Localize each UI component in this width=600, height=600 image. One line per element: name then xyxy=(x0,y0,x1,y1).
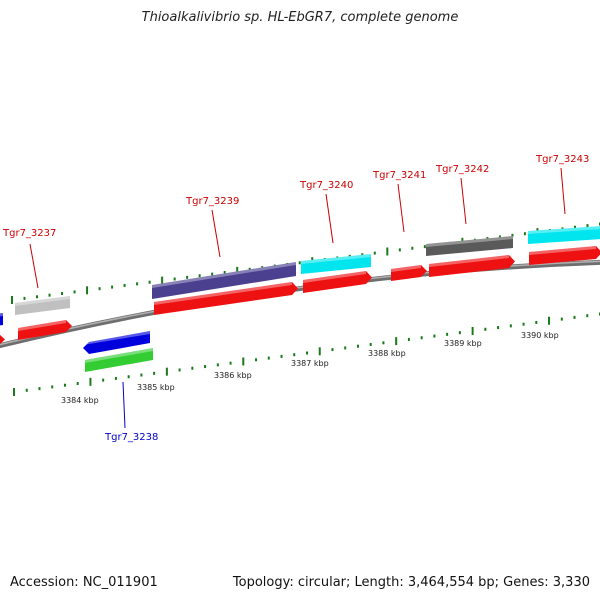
gene-3237-bar xyxy=(15,296,70,315)
gene-label[interactable]: Tgr7_3243 xyxy=(535,154,589,165)
kbp-label: 3387 kbp xyxy=(291,359,329,368)
genome-backbone-highlight xyxy=(0,260,600,346)
gene-leader-line xyxy=(211,209,221,258)
gene-3238-bar xyxy=(83,331,150,354)
map-title: Thioalkalivibrio sp. HL-EbGR7, complete … xyxy=(141,10,459,25)
kbp-label: 3384 kbp xyxy=(61,396,99,405)
gene-leader-line xyxy=(397,183,405,233)
cds-3241 xyxy=(391,265,427,281)
kbp-labels: 3384 kbp 3385 kbp 3386 kbp 3387 kbp 3388 kbp… xyxy=(61,331,559,405)
kbp-label: 3385 kbp xyxy=(137,383,175,392)
kbp-label: 3388 kbp xyxy=(368,349,406,358)
gene-3243-bar xyxy=(528,226,600,244)
gene-3236-bar xyxy=(0,313,3,326)
kbp-label: 3386 kbp xyxy=(214,371,252,380)
gene-label[interactable]: Tgr7_3242 xyxy=(435,164,489,175)
genome-backbone xyxy=(0,259,600,349)
cds-3240 xyxy=(303,271,372,293)
gene-3238-cds-bar xyxy=(85,348,153,372)
gene-leader-line xyxy=(29,243,39,289)
gene-label[interactable]: Tgr7_3240 xyxy=(299,180,353,191)
gene-3240-bar xyxy=(301,254,371,274)
cds-3239 xyxy=(154,282,298,315)
kbp-label: 3389 kbp xyxy=(444,339,482,348)
cds-3236 xyxy=(0,334,5,345)
gene-3242-bar xyxy=(426,236,513,256)
tick-track-inner xyxy=(13,312,600,396)
kbp-label: 3390 kbp xyxy=(521,331,559,340)
gene-label[interactable]: Tgr7_3237 xyxy=(2,228,56,239)
cds-3242 xyxy=(429,255,515,277)
gene-leader-line xyxy=(560,167,566,215)
gene-leader-line xyxy=(325,193,334,244)
cds-3243 xyxy=(529,246,600,265)
gene-label[interactable]: Tgr7_3239 xyxy=(185,196,239,207)
gene-3239-bar xyxy=(152,262,296,299)
gene-label[interactable]: Tgr7_3241 xyxy=(372,170,426,181)
gene-leader-line xyxy=(460,177,467,225)
cds-3237 xyxy=(18,320,72,340)
gene-labels: Tgr7_3237 Tgr7_3238 Tgr7_3239 Tgr7_3240 Tgr7… xyxy=(2,154,589,443)
feature-track xyxy=(0,226,600,372)
accession-text: Accession: NC_011901 xyxy=(10,575,158,590)
genome-summary-text: Topology: circular; Length: 3,464,554 bp… xyxy=(232,575,590,590)
gene-leader-line xyxy=(122,381,126,429)
gene-label[interactable]: Tgr7_3238 xyxy=(104,432,158,443)
